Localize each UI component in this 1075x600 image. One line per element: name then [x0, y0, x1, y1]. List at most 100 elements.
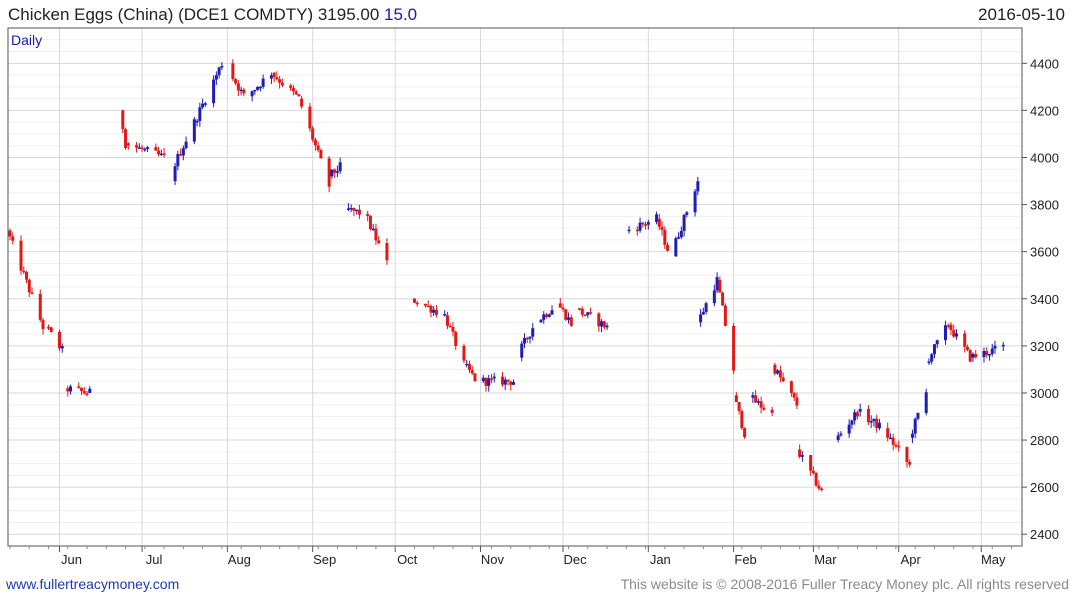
candle-body: [60, 346, 64, 349]
candle-body: [371, 228, 375, 231]
candle-body: [770, 409, 774, 413]
candle-body: [583, 314, 587, 317]
candle-body: [792, 392, 796, 398]
candle-body: [338, 162, 342, 172]
candle-body: [258, 86, 262, 89]
candle-body: [80, 387, 84, 391]
candle-body: [946, 325, 950, 327]
candle-body: [567, 317, 571, 320]
candle-body: [685, 212, 689, 215]
candle-body: [638, 222, 642, 231]
y-tick-label: 4400: [1030, 56, 1059, 71]
candle-body: [877, 422, 881, 429]
candle-body: [952, 330, 956, 337]
candle-body: [385, 243, 389, 261]
candle-body: [605, 325, 609, 328]
candle-body: [19, 240, 23, 271]
candle-body: [836, 435, 840, 441]
candle-body: [201, 103, 205, 108]
candle-body: [974, 354, 978, 358]
candle-body: [195, 120, 199, 123]
plot-frame: [7, 27, 1023, 547]
candle-body: [179, 154, 183, 156]
candle-body: [987, 354, 991, 356]
candle-body: [781, 377, 785, 382]
chart-date: 2016-05-10: [978, 5, 1065, 24]
x-tick-label: Jun: [61, 552, 82, 567]
candle-body: [445, 315, 449, 326]
candle-body: [547, 314, 551, 317]
candle-body: [355, 209, 359, 212]
candle-body: [27, 279, 31, 293]
candle-body: [212, 79, 216, 104]
candle-body: [250, 91, 254, 97]
candle-body: [558, 303, 562, 308]
candle-body: [451, 326, 455, 332]
x-tick-label: Nov: [481, 552, 505, 567]
candle-body: [597, 313, 601, 327]
candle-body: [236, 83, 240, 91]
candle-body: [366, 214, 370, 216]
candle-body: [261, 78, 265, 87]
candle-body: [30, 292, 34, 294]
instrument-label: Chicken Eggs (China) (DCE1 COMDTY) 3195.…: [8, 5, 380, 24]
candle-body: [820, 488, 824, 491]
candle-body: [886, 428, 890, 438]
candle-body: [740, 410, 744, 429]
candle-body: [492, 376, 496, 379]
candle-body: [743, 428, 747, 438]
candle-body: [704, 303, 708, 312]
candle-body: [971, 354, 975, 358]
candle-body: [140, 147, 144, 149]
x-tick-label: May: [981, 552, 1006, 567]
candle-body: [11, 236, 15, 241]
candle-body: [506, 379, 510, 382]
candle-body: [542, 314, 546, 320]
candle-body: [817, 485, 821, 489]
candle-body: [234, 79, 238, 84]
candle-body: [990, 348, 994, 355]
candle-body: [721, 292, 725, 306]
candle-body: [509, 381, 513, 385]
candle-body: [374, 228, 378, 241]
candle-body: [289, 85, 293, 88]
chart-title: Chicken Eggs (China) (DCE1 COMDTY) 3195.…: [8, 5, 417, 25]
candle-body: [809, 455, 813, 471]
candle-body: [280, 82, 284, 86]
candle-body: [58, 331, 62, 349]
candle-body: [327, 158, 331, 187]
candle-body: [723, 305, 727, 326]
candle-body: [25, 271, 29, 280]
x-tick-label: Mar: [814, 552, 837, 567]
candle-body: [666, 244, 670, 251]
grid-lines: [8, 27, 1022, 547]
candle-body: [589, 312, 593, 314]
candle-body: [432, 309, 436, 313]
candle-body: [291, 87, 295, 92]
candle-body: [198, 107, 202, 121]
candle-body: [641, 222, 645, 225]
candle-body: [701, 311, 705, 315]
candle-body: [531, 328, 535, 337]
candle-body: [525, 337, 529, 340]
site-link[interactable]: www.fullertreacymoney.com: [6, 576, 180, 592]
change-value: 15.0: [384, 5, 418, 24]
candle-body: [523, 337, 527, 344]
candle-body: [586, 312, 590, 316]
candle-body: [1001, 344, 1005, 347]
candle-body: [330, 169, 334, 177]
candle-body: [910, 433, 914, 438]
candle-body: [154, 147, 158, 151]
candle-body: [908, 461, 912, 465]
y-tick-label: 3000: [1030, 386, 1059, 401]
candle-body: [657, 218, 661, 227]
x-axis: Jun Jul Aug Sep Oct Nov Dec Jan Feb Mar Apr May: [9, 546, 1012, 567]
candle-body: [448, 325, 452, 328]
candle-body: [377, 240, 381, 244]
candle-body: [467, 363, 471, 371]
candle-body: [335, 171, 339, 173]
candle-body: [913, 418, 917, 434]
candle-body: [932, 344, 936, 355]
candle-body: [545, 314, 549, 317]
candle-body: [982, 351, 986, 358]
